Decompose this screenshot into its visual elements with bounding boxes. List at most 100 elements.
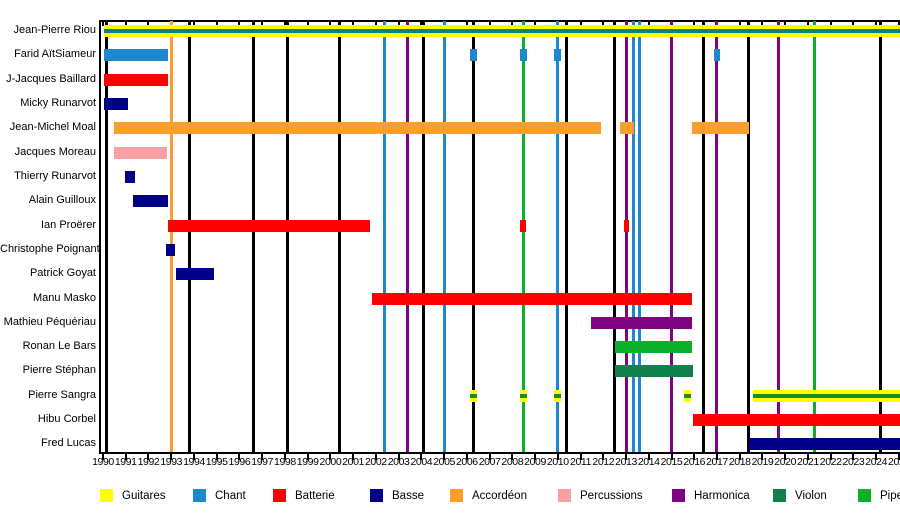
year-tick-top bbox=[784, 21, 787, 26]
year-tick-label: 1993 bbox=[160, 456, 183, 468]
release-line-chant bbox=[442, 21, 446, 452]
release-line-black bbox=[422, 21, 426, 452]
plot-top-border bbox=[99, 20, 900, 22]
year-tick-bottom bbox=[829, 454, 832, 460]
timeline-bar-batterie bbox=[623, 219, 630, 232]
year-tick-label: 1997 bbox=[251, 456, 274, 468]
year-tick-bottom bbox=[852, 454, 855, 460]
legend-swatch-violon bbox=[773, 489, 786, 502]
year-tick-bottom bbox=[897, 454, 900, 460]
year-tick-top bbox=[238, 21, 241, 26]
year-tick-top bbox=[602, 21, 605, 26]
timeline-bar-stripe-pipes_guitares_stripe bbox=[520, 393, 528, 398]
year-tick-bottom bbox=[761, 454, 764, 460]
year-tick-label: 1994 bbox=[183, 456, 205, 468]
year-tick-bottom bbox=[806, 454, 809, 460]
timeline-bar-basse bbox=[104, 97, 128, 110]
year-tick-label: 1999 bbox=[296, 456, 319, 468]
year-tick-label: 2002 bbox=[364, 456, 387, 468]
timeline-bar-accordeon bbox=[114, 122, 601, 135]
timeline-bar-guitares bbox=[753, 389, 900, 402]
year-tick-bottom bbox=[170, 454, 173, 460]
year-tick-top bbox=[329, 21, 332, 26]
year-tick-top bbox=[647, 21, 650, 26]
member-name: Jacques Moreau bbox=[14, 145, 96, 158]
year-tick-top bbox=[465, 21, 468, 26]
timeline-bar-stripe-pipes_guitares_stripe bbox=[554, 393, 562, 398]
timeline-bar-stripe-pipes_guitares_stripe bbox=[470, 393, 478, 398]
y-axis-line bbox=[99, 20, 101, 452]
timeline-bar-chant bbox=[104, 49, 168, 62]
year-tick-top bbox=[102, 21, 104, 26]
year-tick-label: 2014 bbox=[637, 456, 660, 468]
release-line-harmonica bbox=[715, 21, 719, 452]
member-name: Farid AïtSiameur bbox=[14, 48, 96, 61]
timeline-bar-violon bbox=[614, 365, 694, 378]
year-tick-top bbox=[215, 21, 218, 26]
year-tick-bottom bbox=[306, 454, 309, 460]
release-line-black bbox=[187, 21, 191, 452]
year-tick-label: 2018 bbox=[728, 456, 751, 468]
release-line-harmonica bbox=[624, 21, 628, 452]
year-tick-bottom bbox=[670, 454, 673, 460]
year-tick-top bbox=[852, 21, 855, 26]
release-line-black bbox=[285, 21, 289, 452]
year-tick-label: 2005 bbox=[433, 456, 455, 468]
member-name: Hibu Corbel bbox=[37, 413, 96, 426]
year-tick-bottom bbox=[488, 454, 491, 460]
year-tick-bottom bbox=[715, 454, 718, 460]
legend-label: Basse bbox=[392, 490, 424, 502]
release-line-chant bbox=[638, 21, 642, 452]
year-tick-label: 2013 bbox=[615, 456, 637, 468]
member-name: Mathieu Péquériau bbox=[3, 315, 96, 328]
year-tick-bottom bbox=[647, 454, 650, 460]
release-line-accordeon bbox=[169, 21, 173, 452]
timeline-bar-basse bbox=[124, 170, 135, 183]
x-axis-line bbox=[99, 452, 900, 454]
year-tick-top bbox=[147, 21, 150, 26]
member-name: Jean-Pierre Riou bbox=[13, 24, 96, 36]
year-tick-top bbox=[875, 21, 878, 26]
legend-swatch-guitares bbox=[100, 489, 113, 502]
timeline-bar-chant bbox=[520, 49, 528, 62]
timeline-bar-guitares bbox=[554, 389, 562, 402]
year-tick-top bbox=[420, 21, 423, 26]
legend-label: Guitares bbox=[122, 490, 166, 502]
member-name: Ronan Le Bars bbox=[22, 340, 96, 353]
release-line-chant bbox=[556, 21, 560, 452]
member-name: Christophe Poignant bbox=[0, 242, 100, 255]
year-tick-label: 2001 bbox=[342, 456, 364, 468]
year-tick-bottom bbox=[738, 454, 741, 460]
year-tick-bottom bbox=[261, 454, 264, 460]
year-tick-label: 1996 bbox=[228, 456, 251, 468]
year-tick-bottom bbox=[693, 454, 696, 460]
member-name: Micky Runarvot bbox=[20, 96, 96, 109]
member-name: Thierry Runarvot bbox=[14, 169, 96, 182]
release-line-harmonica bbox=[776, 21, 780, 452]
year-tick-top bbox=[806, 21, 809, 26]
year-tick-top bbox=[261, 21, 264, 26]
timeline-bar-guitares bbox=[470, 389, 478, 402]
year-tick-label: 1990 bbox=[92, 456, 114, 468]
timeline-bar-basse bbox=[132, 195, 168, 208]
year-tick-label: 2000 bbox=[319, 456, 342, 468]
year-tick-bottom bbox=[147, 454, 150, 460]
year-tick-top bbox=[124, 21, 127, 26]
year-tick-label: 1995 bbox=[205, 456, 228, 468]
release-line-black bbox=[337, 21, 341, 452]
year-tick-bottom bbox=[215, 454, 218, 460]
year-tick-top bbox=[488, 21, 491, 26]
release-line-black bbox=[472, 21, 476, 452]
member-name: Patrick Goyat bbox=[29, 267, 96, 280]
year-tick-bottom bbox=[875, 454, 878, 460]
timeline-bar-accordeon bbox=[691, 122, 749, 135]
year-tick-top bbox=[374, 21, 377, 26]
release-line-pipes bbox=[522, 21, 526, 452]
year-tick-bottom bbox=[397, 454, 400, 460]
legend-swatch-pipes bbox=[858, 489, 871, 502]
timeline-bar-stripe-pipes_guitares_stripe bbox=[684, 393, 691, 398]
release-line-black bbox=[251, 21, 255, 452]
member-name: Ian Proërer bbox=[40, 218, 96, 231]
year-tick-top bbox=[829, 21, 832, 26]
year-tick-bottom bbox=[511, 454, 514, 460]
